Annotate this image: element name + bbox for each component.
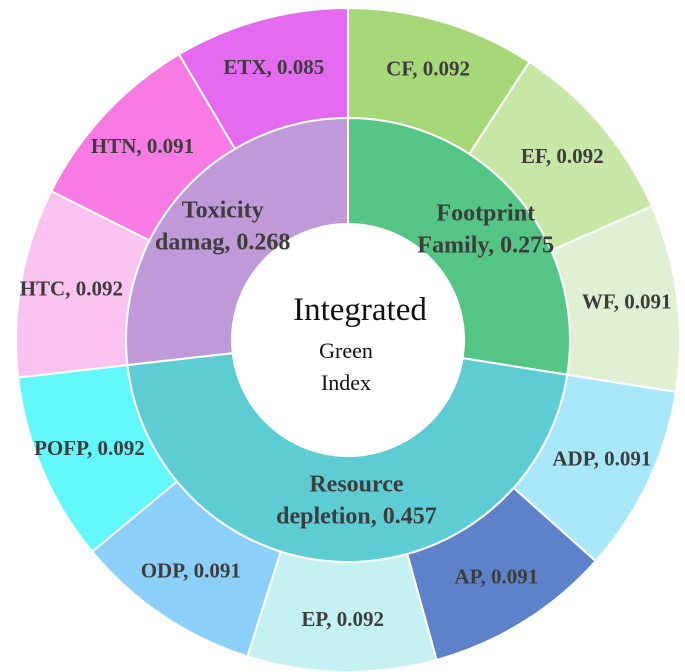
outer-label-htc: HTC, 0.092 [20,277,123,301]
inner-label-resource: Resource depletion, 0.457 [276,471,437,529]
inner-slice-resource [126,351,569,563]
center-title: Integrated [293,292,427,328]
center-circle [232,224,464,456]
outer-label-ap: AP, 0.091 [454,564,538,588]
outer-label-odp: ODP, 0.091 [141,559,241,583]
outer-label-htn: HTN, 0.091 [91,134,194,158]
center-hole: Integrated Green Index [232,224,464,456]
inner-slice-footprint [347,116,571,376]
outer-labels: CF, 0.092 EF, 0.092 WF, 0.091 ADP, 0.091 AP,… [20,55,672,631]
inner-ring [125,116,571,563]
outer-label-ep: EP, 0.092 [301,607,384,631]
inner-labels: Footprint Family, 0.275 Resource depletion,… [155,198,554,530]
center-subtitle-line-1: Green [319,338,373,363]
outer-label-ef: EF, 0.092 [521,144,604,168]
outer-label-wf: WF, 0.091 [582,290,672,314]
outer-label-etx: ETX, 0.085 [223,55,324,79]
center-subtitle-line-2: Index [321,370,371,395]
inner-label-toxicity: Toxicity damag, 0.268 [155,198,290,256]
outer-label-cf: CF, 0.092 [386,56,470,80]
outer-label-pofp: POFP, 0.092 [34,436,145,460]
outer-label-adp: ADP, 0.091 [552,446,651,470]
inner-label-footprint: Footprint Family, 0.275 [417,200,554,258]
